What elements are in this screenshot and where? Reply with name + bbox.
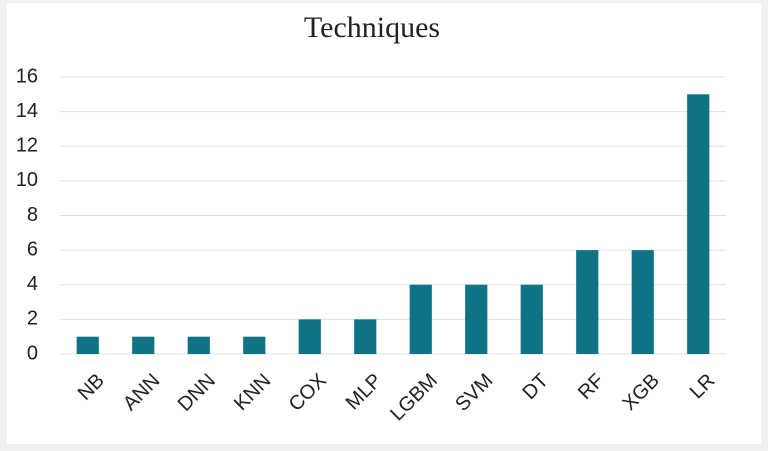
y-tick-label: 4	[27, 273, 38, 295]
bar	[687, 94, 710, 354]
bar	[354, 319, 377, 354]
bar	[298, 319, 321, 354]
y-tick-label: 16	[16, 65, 38, 87]
chart-title: Techniques	[304, 11, 440, 44]
bar	[409, 284, 432, 354]
bar	[243, 336, 266, 354]
y-tick-label: 0	[27, 342, 38, 364]
y-tick-label: 10	[16, 169, 38, 191]
bar	[187, 336, 210, 354]
y-tick-label: 14	[16, 100, 38, 122]
bar	[576, 250, 599, 354]
bar	[132, 336, 155, 354]
bar	[631, 250, 654, 354]
y-tick-label: 8	[27, 204, 38, 226]
y-tick-label: 12	[16, 135, 38, 157]
y-tick-label: 6	[27, 238, 38, 260]
bar	[76, 336, 99, 354]
bar	[465, 284, 488, 354]
bar	[520, 284, 543, 354]
y-tick-label: 2	[27, 308, 38, 330]
